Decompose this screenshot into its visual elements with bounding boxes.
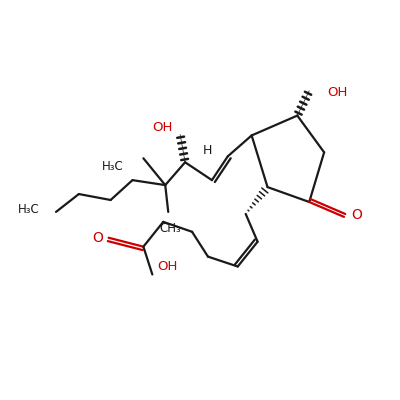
Text: OH: OH [157,260,178,273]
Text: CH₃: CH₃ [159,222,181,235]
Text: H₃C: H₃C [102,160,124,173]
Text: H₃C: H₃C [18,204,40,216]
Text: OH: OH [152,121,172,134]
Text: O: O [92,231,103,245]
Text: O: O [352,208,362,222]
Text: OH: OH [327,86,348,99]
Text: H: H [202,144,212,157]
